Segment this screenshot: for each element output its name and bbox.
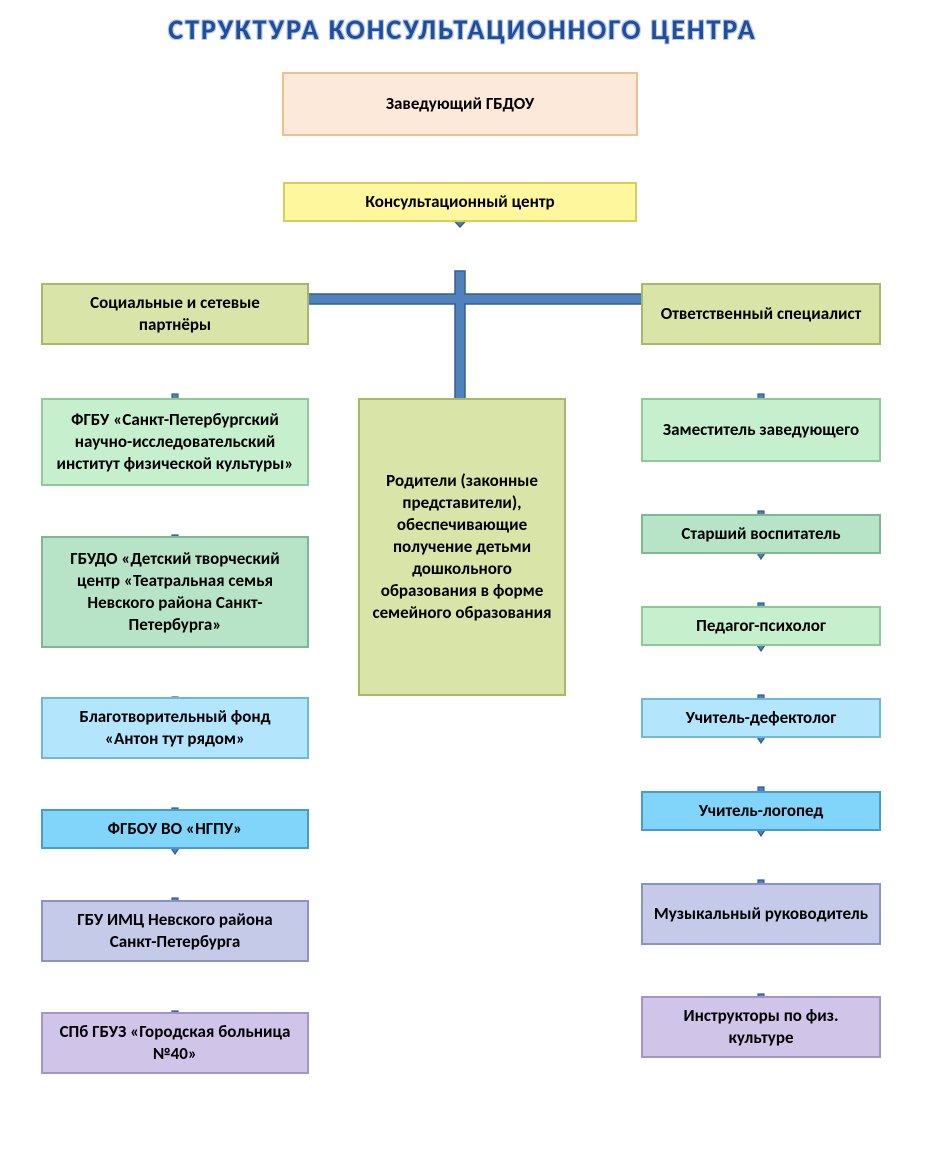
node-head: Заведующий ГБДОУ [282, 72, 638, 136]
page-title: СТРУКТУРА КОНСУЛЬТАЦИОННОГО ЦЕНТРА [0, 0, 925, 47]
node-l5: ГБУ ИМЦ Невского района Санкт-Петербурга [41, 900, 309, 962]
node-middle: Родители (законные представители), обесп… [358, 398, 566, 696]
node-r3: Педагог-психолог [641, 606, 881, 646]
node-r5: Учитель-логопед [641, 791, 881, 831]
node-r4: Учитель-дефектолог [641, 698, 881, 738]
node-r7: Инструкторы по физ. культуре [641, 996, 881, 1058]
node-r1: Заместитель заведующего [641, 398, 881, 462]
node-l2: ГБУДО «Детский творческий центр «Театрал… [41, 536, 309, 648]
node-l1: ФГБУ «Санкт-Петербургский научно-исследо… [41, 398, 309, 486]
node-l4: ФГБОУ ВО «НГПУ» [41, 809, 309, 849]
node-r6: Музыкальный руководитель [641, 883, 881, 945]
node-right_head: Ответственный специалист [641, 283, 881, 345]
node-r2: Старший воспитатель [641, 514, 881, 554]
node-center: Консультационный центр [283, 182, 637, 222]
node-l6: СПб ГБУЗ «Городская больница №40» [41, 1012, 309, 1074]
node-l3: Благотворительный фонд «Антон тут рядом» [41, 697, 309, 759]
node-left_head: Социальные и сетевые партнёры [41, 283, 309, 345]
